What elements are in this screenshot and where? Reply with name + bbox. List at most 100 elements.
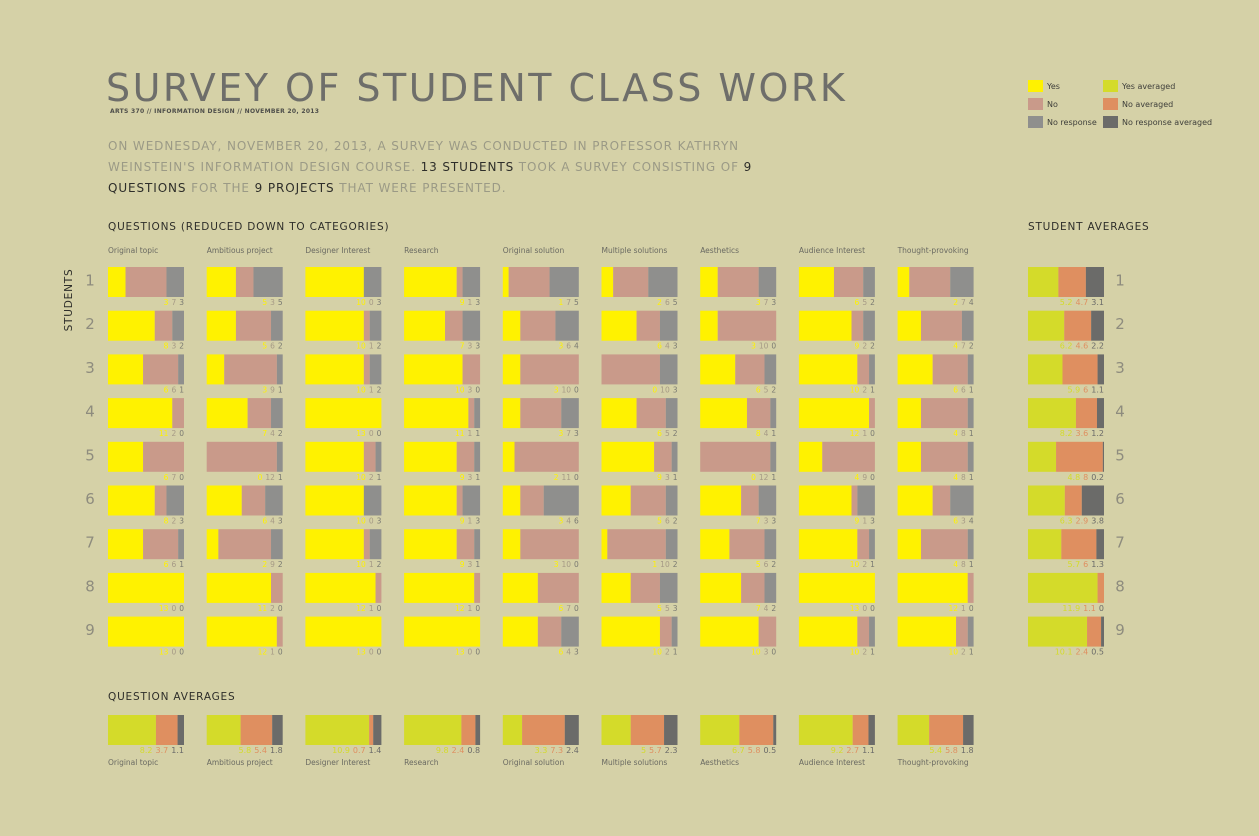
value-label: 0 (171, 648, 176, 657)
value-label: 2 (673, 517, 678, 526)
value-label: 1 (969, 648, 974, 657)
legend-swatch (1103, 98, 1118, 110)
value-label: 3 (468, 342, 473, 351)
value-label: 0 (870, 604, 875, 613)
legend-swatch (1028, 80, 1043, 92)
value-label: 0 (468, 648, 473, 657)
bar-segment (537, 572, 579, 603)
value-label: 2 (862, 560, 867, 569)
bar-segment (549, 267, 579, 297)
value-label: 6 (164, 560, 169, 569)
value-labels: 13 0 0 (850, 604, 875, 613)
value-label: 3 (673, 604, 678, 613)
bar-segment (601, 398, 637, 429)
bar-segment (961, 310, 974, 341)
bar-segment (950, 267, 974, 297)
bar-segment (967, 616, 974, 647)
value-label: 9.2 (831, 746, 844, 755)
bar-segment (700, 354, 736, 385)
bar-segment (404, 715, 462, 745)
value-label: 13 (850, 604, 860, 613)
value-label: 5 (278, 298, 283, 307)
value-label: 1 (771, 429, 776, 438)
value-label: 1 (468, 604, 473, 613)
value-label: 3 (574, 429, 579, 438)
value-label: 8 (961, 473, 966, 482)
value-labels: 10 2 1 (356, 473, 381, 482)
value-label: 1.2 (1091, 429, 1104, 438)
value-label: 4 (574, 342, 579, 351)
value-label: 3.8 (1091, 517, 1104, 526)
value-labels: 6.7 5.8 0.5 (732, 746, 776, 755)
bar-segment (798, 441, 823, 472)
value-labels: 5.7 6 1.3 (1067, 560, 1104, 569)
value-label: 2 (953, 298, 958, 307)
value-label: 3 (554, 385, 559, 394)
row-label: 5 (1115, 446, 1125, 464)
bar-segment (404, 354, 463, 385)
intro: ON WEDNESDAY, NOVEMBER 20, 2013, A SURVE… (108, 136, 808, 199)
value-label: 0 (369, 648, 374, 657)
value-label: 2 (171, 517, 176, 526)
value-label: 6.3 (1060, 517, 1073, 526)
value-label: 6 (657, 342, 662, 351)
value-label: 3 (558, 429, 563, 438)
value-label: 3 (574, 648, 579, 657)
value-label: 5.2 (1060, 298, 1073, 307)
intro-run: FOR THE (186, 181, 255, 195)
row-label: 3 (85, 359, 95, 377)
value-label: 3 (468, 473, 473, 482)
value-label: 0 (652, 385, 657, 394)
value-label: 3 (278, 517, 283, 526)
value-label: 3 (673, 342, 678, 351)
bar-segment (857, 485, 875, 516)
bar-segment (404, 267, 457, 297)
question-label: Thought-provoking (897, 758, 969, 767)
value-label: 9 (855, 517, 860, 526)
value-label: 2 (270, 604, 275, 613)
value-label: 10 (356, 298, 366, 307)
value-label: 2 (771, 604, 776, 613)
bar-segment (456, 267, 463, 297)
legend-swatch (1103, 116, 1118, 128)
value-label: 10 (561, 560, 571, 569)
value-label: 4 (953, 560, 958, 569)
value-label: 10 (660, 560, 670, 569)
value-label: 1 (673, 473, 678, 482)
bar-segment (700, 616, 759, 647)
bar-segment (833, 267, 864, 297)
bar-segment (108, 572, 184, 603)
value-label: 2 (179, 342, 184, 351)
value-label: 7 (764, 298, 769, 307)
row-label: 1 (85, 272, 95, 290)
value-label: 10 (356, 473, 366, 482)
bar-segment (659, 310, 678, 341)
bar-segment (178, 529, 184, 560)
value-labels: 10 0 3 (356, 298, 381, 307)
bar-segment (462, 267, 481, 297)
value-label: 3 (377, 298, 382, 307)
value-labels: 12 1 0 (356, 604, 381, 613)
bar-segment (1096, 529, 1104, 560)
question-label: Original topic (108, 758, 158, 767)
bar-segment (369, 715, 374, 745)
value-label: 3 (270, 298, 275, 307)
bar-segment (218, 529, 272, 560)
bar-segment (404, 485, 457, 516)
value-label: 7 (262, 429, 267, 438)
value-label: 0 (574, 560, 579, 569)
value-label: 0 (179, 604, 184, 613)
value-label: 1 (179, 385, 184, 394)
value-label: 0 (171, 604, 176, 613)
bar-segment (601, 616, 660, 647)
value-label: 3 (475, 342, 480, 351)
value-label: 10 (561, 385, 571, 394)
bar-segment (305, 310, 364, 341)
value-label: 6 (953, 517, 958, 526)
value-labels: 10 3 0 (455, 385, 480, 394)
bar-segment (1097, 354, 1104, 385)
question-label: Aesthetics (700, 758, 739, 767)
